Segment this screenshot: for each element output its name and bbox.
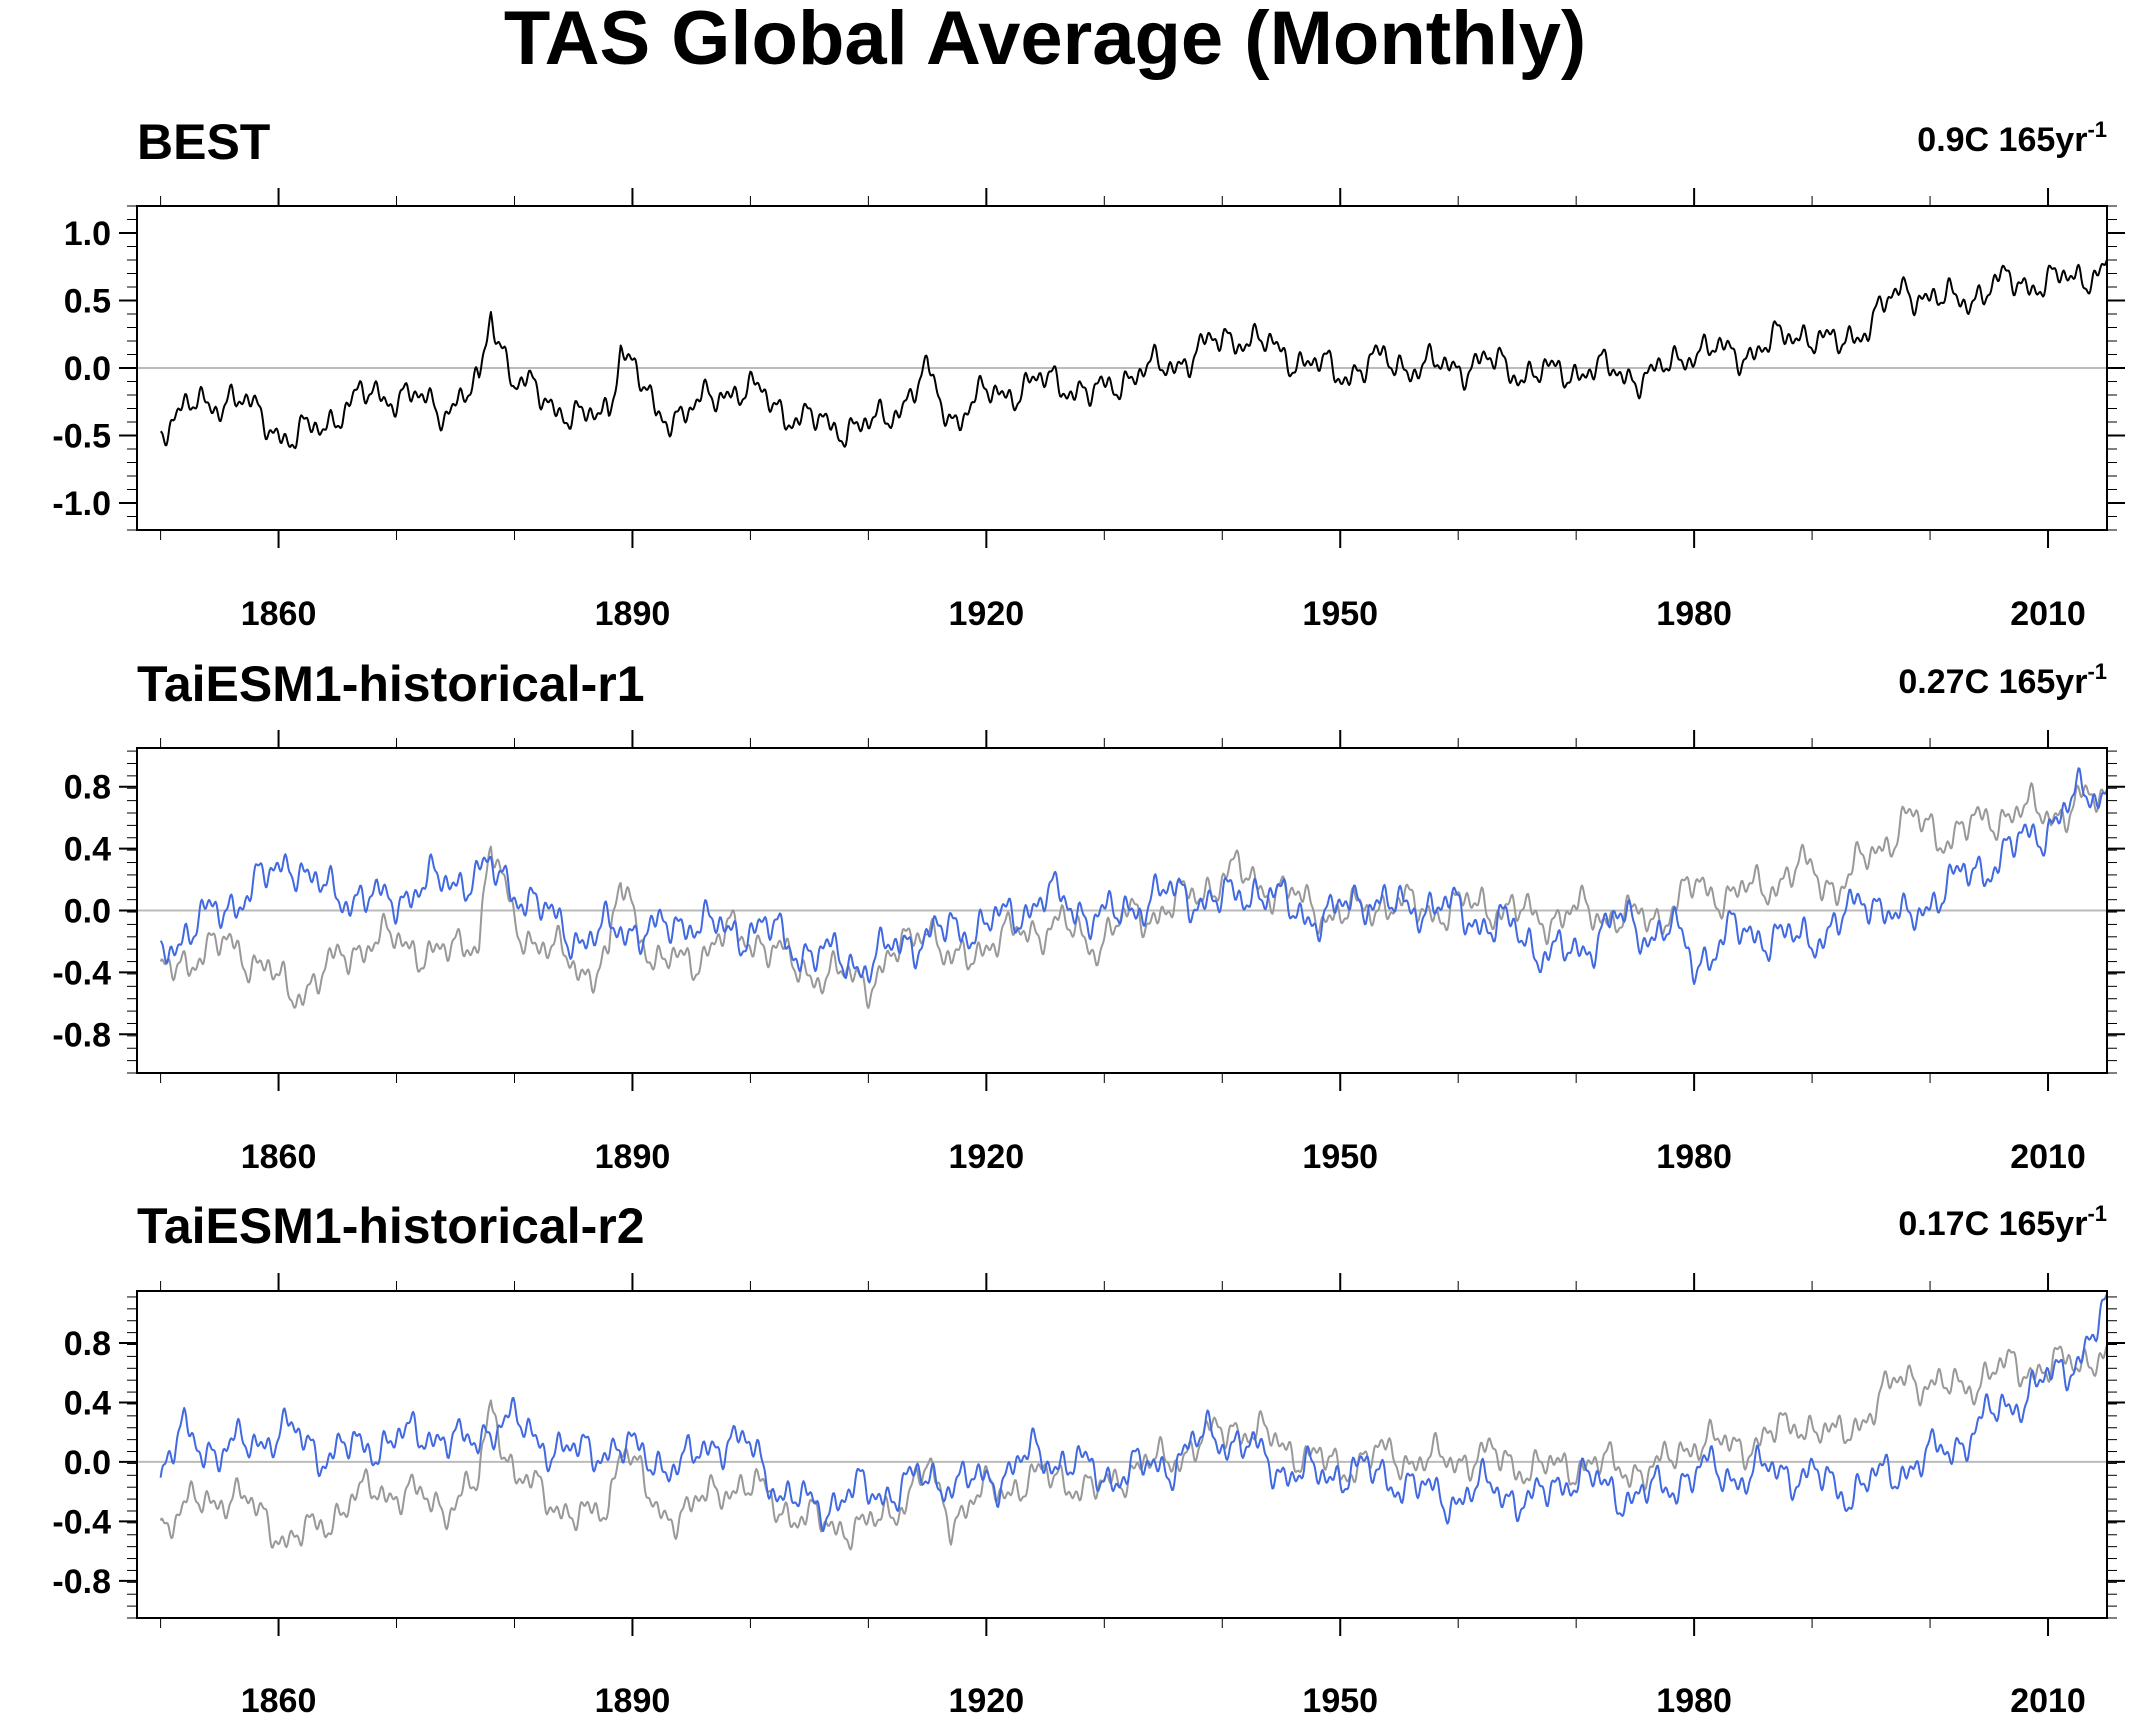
y-tick-label: 0.0 xyxy=(64,350,111,388)
x-tick-label: 1890 xyxy=(595,1682,671,1720)
trend-superscript: -1 xyxy=(2087,1201,2107,1226)
y-tick-label: 0.8 xyxy=(64,769,111,807)
y-tick-label: -0.8 xyxy=(52,1563,111,1601)
x-tick-label: 1890 xyxy=(595,1138,671,1176)
panel-2: TaiESM1-historical-r1 0.27C 165yr-1 0.8 0.4… xyxy=(52,656,2125,1176)
trend-label: 0.27C 165yr-1 xyxy=(1898,659,2107,701)
x-tick-label: 1950 xyxy=(1302,1138,1378,1176)
panel-title: TaiESM1-historical-r1 xyxy=(137,656,645,712)
x-tick-label: 1920 xyxy=(949,1138,1025,1176)
y-tick-label: 0.0 xyxy=(64,1444,111,1482)
trend-value: 0.27C 165yr xyxy=(1898,663,2087,701)
plot-frame xyxy=(136,1290,2108,1619)
y-tick-label: 0.4 xyxy=(64,831,111,869)
x-tick-label: 1920 xyxy=(949,595,1025,633)
trend-label: 0.17C 165yr-1 xyxy=(1898,1201,2107,1243)
y-tick-label: -0.5 xyxy=(52,418,111,456)
x-tick-label: 1860 xyxy=(241,595,317,633)
trend-superscript: -1 xyxy=(2087,659,2107,684)
x-tick-label: 1980 xyxy=(1656,1138,1732,1176)
series-line-1 xyxy=(159,782,2108,1009)
x-tick-label: 1920 xyxy=(949,1682,1025,1720)
trend-value: 0.17C 165yr xyxy=(1898,1205,2087,1243)
y-tick-label: -1.0 xyxy=(52,485,111,523)
trend-value: 0.9C 165yr xyxy=(1917,121,2087,159)
x-tick-label: 2010 xyxy=(2010,1138,2086,1176)
panel-3: TaiESM1-historical-r2 0.17C 165yr-1 0.8 0.4… xyxy=(52,1198,2125,1720)
trend-superscript: -1 xyxy=(2087,117,2107,142)
y-tick-label: -0.4 xyxy=(52,954,111,992)
panel-1: BEST 0.9C 165yr-1 1.0 0.5 0.0 -0.5 -1.0 1860 189… xyxy=(52,114,2125,633)
x-tick-label: 1890 xyxy=(595,595,671,633)
x-tick-label: 1860 xyxy=(241,1138,317,1176)
x-tick-label: 2010 xyxy=(2010,595,2086,633)
series-line-1 xyxy=(159,259,2108,450)
y-tick-label: -0.8 xyxy=(52,1016,111,1054)
y-tick-label: 0.0 xyxy=(64,893,111,931)
y-tick-label: 0.4 xyxy=(64,1384,111,1422)
series-line-2 xyxy=(159,767,2108,985)
x-tick-label: 1980 xyxy=(1656,1682,1732,1720)
x-tick-label: 1950 xyxy=(1302,1682,1378,1720)
series-line-2 xyxy=(159,1293,2108,1532)
y-tick-label: -0.4 xyxy=(52,1503,111,1541)
figure-title: TAS Global Average (Monthly) xyxy=(504,0,1586,81)
x-tick-label: 1950 xyxy=(1302,595,1378,633)
trend-label: 0.9C 165yr-1 xyxy=(1917,117,2107,159)
y-tick-label: 1.0 xyxy=(64,215,111,253)
x-tick-label: 2010 xyxy=(2010,1682,2086,1720)
panel-title: TaiESM1-historical-r2 xyxy=(137,1198,645,1254)
x-tick-label: 1860 xyxy=(241,1682,317,1720)
series-line-1 xyxy=(159,1344,2108,1551)
y-tick-label: 0.8 xyxy=(64,1325,111,1363)
x-tick-label: 1980 xyxy=(1656,595,1732,633)
y-tick-label: 0.5 xyxy=(64,283,111,321)
panel-title: BEST xyxy=(137,114,270,170)
